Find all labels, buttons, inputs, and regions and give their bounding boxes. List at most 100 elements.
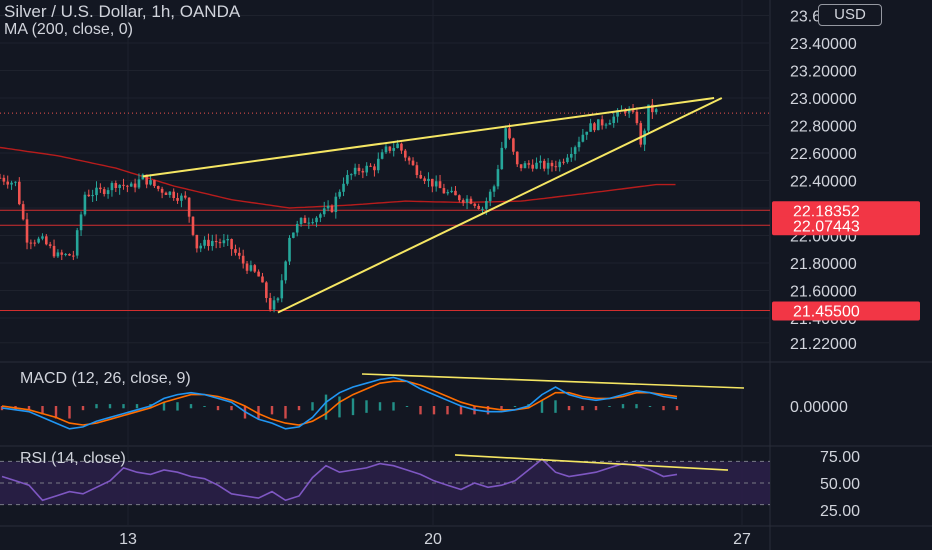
candle-body bbox=[465, 198, 469, 203]
macd-histogram-bar bbox=[95, 404, 98, 409]
candle-body bbox=[346, 174, 349, 184]
rsi-line bbox=[1, 458, 678, 502]
macd-legend: MACD (12, 26, close, 9) bbox=[20, 370, 191, 387]
candle-body bbox=[60, 252, 64, 255]
macd-histogram-bar bbox=[608, 406, 611, 407]
candle-body bbox=[558, 161, 561, 168]
candle-body bbox=[423, 178, 426, 182]
rsi-tick-label: 25.00 bbox=[820, 503, 860, 520]
candle-body bbox=[415, 165, 419, 175]
candle-body bbox=[191, 216, 195, 235]
macd-histogram-bar bbox=[81, 406, 85, 411]
macd-histogram-bar bbox=[554, 400, 557, 413]
candle-body bbox=[207, 239, 210, 247]
candle-body bbox=[153, 180, 156, 187]
macd-histogram-bar bbox=[432, 406, 436, 415]
macd-histogram-bar bbox=[122, 404, 125, 409]
candle-body bbox=[29, 242, 33, 244]
candle-body bbox=[114, 183, 118, 188]
candle-body bbox=[48, 244, 52, 246]
macd-histogram-bar bbox=[216, 406, 220, 411]
macd-histogram-bar bbox=[351, 398, 355, 416]
price-tag bbox=[772, 216, 920, 236]
currency-button[interactable]: USD bbox=[818, 4, 882, 26]
candle-body bbox=[276, 298, 280, 301]
candle-body bbox=[156, 186, 160, 189]
candle-body bbox=[458, 195, 461, 201]
candle-body bbox=[126, 185, 129, 187]
candle-body bbox=[72, 255, 75, 257]
candle-body bbox=[450, 190, 453, 193]
candle-body bbox=[504, 128, 507, 148]
candle-body bbox=[353, 167, 357, 175]
candle-body bbox=[319, 214, 322, 218]
candle-body bbox=[37, 238, 40, 243]
candle-body bbox=[411, 160, 415, 166]
candle-body bbox=[627, 110, 631, 113]
wedge-trendline bbox=[142, 97, 715, 178]
candle-body bbox=[149, 180, 152, 185]
candle-body bbox=[624, 110, 627, 113]
candle-body bbox=[218, 242, 222, 244]
candle-body bbox=[45, 236, 48, 245]
candle-body bbox=[199, 245, 203, 249]
macd-histogram-bar bbox=[581, 406, 584, 411]
candle-body bbox=[643, 130, 646, 145]
candle-body bbox=[311, 222, 314, 224]
candles bbox=[0, 98, 658, 313]
candle-body bbox=[519, 164, 523, 169]
rsi-tick-label: 75.00 bbox=[820, 449, 860, 466]
candle-body bbox=[79, 214, 83, 231]
candle-body bbox=[2, 177, 6, 182]
candle-body bbox=[438, 181, 442, 189]
y-tick-label: 22.40000 bbox=[790, 174, 857, 191]
candle-body bbox=[527, 163, 531, 165]
candle-body bbox=[238, 252, 241, 256]
candle-body bbox=[326, 205, 330, 209]
macd-histogram-bar bbox=[446, 406, 449, 415]
candle-body bbox=[446, 192, 450, 194]
candle-body bbox=[589, 123, 592, 132]
candle-body bbox=[299, 217, 303, 225]
candle-body bbox=[137, 179, 141, 188]
candle-body bbox=[91, 195, 94, 197]
macd-histogram-bar bbox=[594, 406, 598, 411]
candle-body bbox=[334, 196, 338, 212]
x-tick-label: 20 bbox=[424, 531, 442, 548]
candle-body bbox=[295, 224, 299, 233]
macd-histogram-bar bbox=[648, 406, 652, 407]
y-tick-label: 23.00000 bbox=[790, 91, 857, 108]
candle-body bbox=[654, 109, 658, 113]
macd-histogram-bar bbox=[270, 406, 274, 415]
candle-body bbox=[612, 116, 616, 124]
candle-body bbox=[431, 178, 434, 187]
macd-histogram-bar bbox=[108, 404, 112, 409]
ma-200-line bbox=[0, 146, 676, 209]
price-tag-label: 22.18352 bbox=[793, 203, 860, 220]
y-tick-label: 21.60000 bbox=[790, 284, 857, 301]
y-tick-label: 21.80000 bbox=[790, 256, 857, 273]
candle-body bbox=[56, 252, 60, 257]
candle-body bbox=[141, 174, 145, 180]
candle-body bbox=[172, 191, 175, 199]
candle-body bbox=[64, 253, 67, 255]
candle-body bbox=[546, 162, 550, 169]
y-tick-label: 23.40000 bbox=[790, 36, 857, 53]
candle-body bbox=[284, 261, 287, 281]
macd-histogram-bar bbox=[162, 402, 166, 411]
candle-body bbox=[407, 157, 411, 161]
candle-body bbox=[550, 162, 554, 167]
macd-histogram-bar bbox=[54, 406, 58, 419]
macd-line bbox=[1, 376, 678, 430]
candle-body bbox=[392, 148, 396, 151]
candle-body bbox=[95, 187, 98, 196]
candle-body bbox=[292, 232, 295, 238]
candle-body bbox=[21, 204, 25, 220]
rsi-legend: RSI (14, close) bbox=[20, 450, 126, 467]
candle-body bbox=[376, 158, 380, 171]
candle-body bbox=[164, 192, 168, 195]
macd-histogram-bar bbox=[176, 402, 179, 411]
macd-histogram-bar bbox=[500, 406, 503, 411]
candle-body bbox=[183, 195, 187, 198]
candle-body bbox=[500, 147, 504, 170]
